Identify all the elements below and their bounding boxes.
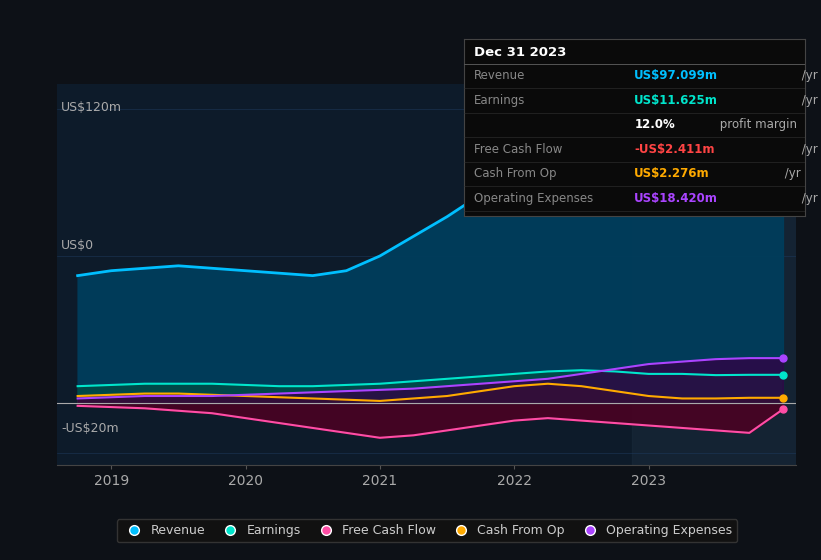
Text: /yr: /yr	[798, 192, 818, 205]
Text: /yr: /yr	[798, 94, 818, 107]
Text: Free Cash Flow: Free Cash Flow	[474, 143, 562, 156]
Text: /yr: /yr	[798, 69, 818, 82]
Text: profit margin: profit margin	[716, 119, 797, 132]
Text: Revenue: Revenue	[474, 69, 525, 82]
Text: US$11.625m: US$11.625m	[635, 94, 718, 107]
Text: US$18.420m: US$18.420m	[635, 192, 718, 205]
Bar	[632, 84, 796, 465]
Text: -US$20m: -US$20m	[62, 422, 119, 435]
Text: /yr: /yr	[798, 143, 818, 156]
Legend: Revenue, Earnings, Free Cash Flow, Cash From Op, Operating Expenses: Revenue, Earnings, Free Cash Flow, Cash …	[117, 519, 737, 542]
Text: US$0: US$0	[62, 239, 94, 253]
Text: US$2.276m: US$2.276m	[635, 167, 710, 180]
Text: Earnings: Earnings	[474, 94, 525, 107]
Text: US$120m: US$120m	[62, 101, 122, 114]
Text: 12.0%: 12.0%	[635, 119, 675, 132]
Text: US$97.099m: US$97.099m	[635, 69, 718, 82]
Text: Dec 31 2023: Dec 31 2023	[474, 46, 566, 59]
Text: Cash From Op: Cash From Op	[474, 167, 557, 180]
Text: -US$2.411m: -US$2.411m	[635, 143, 715, 156]
Text: Operating Expenses: Operating Expenses	[474, 192, 594, 205]
Text: /yr: /yr	[782, 167, 801, 180]
